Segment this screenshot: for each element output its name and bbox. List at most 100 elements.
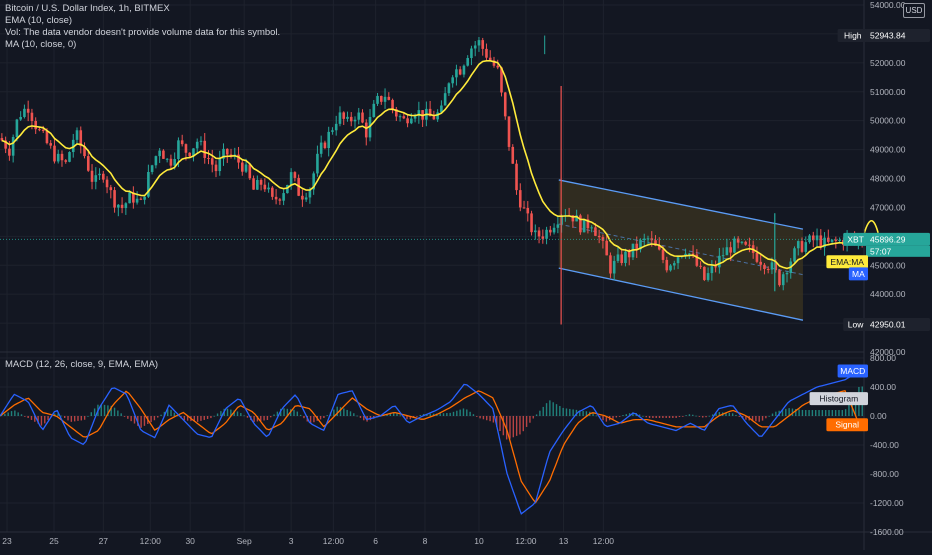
- price-tick-label: 54000.00: [870, 0, 906, 10]
- xbt-tag-value-bg: [866, 232, 930, 246]
- candle-body: [395, 109, 398, 117]
- macd-hist-bar: [83, 416, 86, 420]
- candle-body: [334, 123, 338, 131]
- candle-body: [496, 65, 500, 68]
- ema-legend[interactable]: EMA (10, close): [5, 15, 73, 26]
- vol-legend[interactable]: Vol: The data vendor doesn't provide vol…: [5, 27, 281, 38]
- currency-badge[interactable]: USD: [903, 3, 925, 18]
- macd-hist-bar: [446, 413, 448, 416]
- macd-axis[interactable]: 800.00 400.00 0.00 -400.00 -800.00 -1200.00 -1…: [870, 353, 904, 537]
- low-tag-label-bg: [843, 318, 868, 332]
- candlesticks: [0, 35, 864, 325]
- candle-body: [368, 116, 372, 138]
- candle-body: [672, 263, 676, 266]
- time-tick-label: 8: [423, 536, 428, 546]
- macd-hist-bar: [655, 416, 657, 418]
- macd-hist-bar: [552, 402, 554, 416]
- ema-polyline: [1, 59, 863, 270]
- candle-body: [357, 112, 361, 120]
- macd-hist-bar: [103, 404, 106, 416]
- macd-hist-bar: [532, 416, 534, 419]
- candle-body: [199, 140, 203, 142]
- histogram-tag-label: Histogram: [819, 394, 858, 404]
- macd-hist-bar: [622, 415, 624, 416]
- macd-hist-bar: [313, 416, 315, 423]
- candle-body: [781, 274, 785, 286]
- candle-body: [53, 145, 56, 162]
- macd-hist-bar: [628, 413, 631, 416]
- candle-body: [210, 158, 214, 165]
- macd-legend-title[interactable]: MACD (12, 26, close, 9, EMA, EMA): [5, 359, 159, 370]
- candle-body: [440, 105, 443, 113]
- macd-hist-bar: [323, 416, 325, 418]
- candle-body: [665, 259, 669, 271]
- candle-body: [11, 136, 15, 156]
- macd-hist-bar: [642, 415, 644, 417]
- candle-body: [402, 116, 406, 119]
- macd-hist-bar: [725, 412, 727, 416]
- macd-hist-bar: [226, 408, 229, 416]
- macd-hist-bar: [163, 411, 166, 416]
- macd-hist-bar: [170, 409, 172, 416]
- candle-body: [417, 110, 421, 117]
- candle-body: [620, 254, 624, 264]
- macd-hist-bar: [509, 416, 511, 439]
- macd-tick-label: -1600.00: [870, 527, 904, 537]
- macd-hist-bar: [638, 414, 641, 416]
- macd-hist-bar: [545, 403, 548, 416]
- macd-hist-bar: [785, 408, 787, 416]
- macd-hist-bar: [529, 416, 531, 423]
- macd-tick-label: -800.00: [870, 469, 899, 479]
- candle-body: [184, 144, 188, 153]
- macd-hist-bar: [795, 409, 797, 416]
- macd-hist-bar: [615, 416, 618, 418]
- candle-body: [312, 173, 315, 190]
- candle-body: [271, 187, 274, 197]
- macd-hist-bar: [828, 410, 830, 416]
- macd-hist-bar: [24, 416, 26, 417]
- candle-body: [195, 141, 199, 149]
- candle-body: [714, 266, 717, 268]
- candle-body: [763, 264, 766, 269]
- candle-body: [811, 235, 815, 241]
- symbol-title[interactable]: Bitcoin / U.S. Dollar Index, 1h, BITMEX: [5, 3, 170, 14]
- macd-hist-bar: [512, 416, 515, 438]
- macd-hist-bar: [253, 416, 255, 422]
- macd-hist-bar: [54, 413, 56, 416]
- candle-body: [627, 251, 631, 258]
- macd-tick-label: -400.00: [870, 440, 899, 450]
- macd-hist-bar: [293, 409, 295, 416]
- macd-hist-bar: [216, 413, 219, 416]
- candle-body: [240, 162, 244, 172]
- macd-hist-bar: [472, 414, 475, 416]
- candle-body: [428, 108, 432, 117]
- candle-body: [500, 67, 503, 93]
- time-axis[interactable]: 23 25 27 12:00 30 Sep 3 12:00 6 8 10 12:00 13 12:00: [2, 536, 614, 546]
- macd-hist-bar: [246, 416, 249, 418]
- candle-body: [267, 187, 270, 190]
- macd-hist-bar: [319, 416, 322, 420]
- candle-body: [83, 146, 86, 157]
- candle-body: [158, 150, 161, 157]
- macd-hist-bar: [788, 408, 790, 416]
- candle-body: [398, 116, 402, 118]
- candle-body: [830, 239, 834, 242]
- macd-hist-bar: [30, 416, 33, 420]
- ma-legend[interactable]: MA (10, close, 0): [5, 39, 77, 50]
- macd-hist-bar: [399, 415, 402, 417]
- macd-hist-bar: [515, 416, 518, 436]
- macd-hist-bar: [100, 404, 102, 416]
- candle-body: [436, 112, 439, 120]
- macd-hist-bar: [442, 413, 445, 416]
- macd-hist-bar: [193, 416, 195, 422]
- macd-hist-bar: [117, 410, 119, 416]
- macd-hist-bar: [658, 416, 661, 418]
- low-tag-value-bg: [866, 318, 930, 332]
- macd-tag-label: MACD: [840, 366, 865, 376]
- macd-hist-bar: [632, 412, 634, 416]
- candle-body: [691, 253, 695, 255]
- candle-body: [214, 164, 218, 172]
- macd-hist-bar: [359, 416, 362, 418]
- descending-channel[interactable]: [558, 179, 804, 321]
